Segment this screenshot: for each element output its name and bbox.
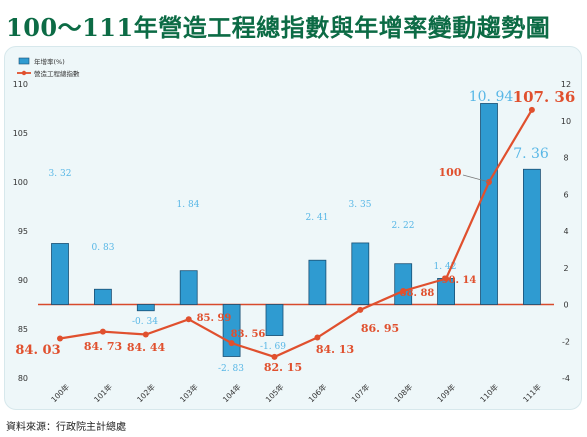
x-axis-tick: 106年 [306, 381, 329, 404]
x-axis-tick: 104年 [220, 381, 243, 404]
legend-line-label: 營造工程總指數 [34, 69, 80, 78]
bar-value-label: 7. 36 [513, 146, 549, 162]
bar-growth-rate [179, 270, 198, 305]
x-axis-tick: 101年 [92, 381, 115, 404]
legend-bar-swatch [18, 57, 30, 65]
bar-value-label: 3. 35 [349, 200, 372, 210]
x-axis-tick: 110年 [478, 381, 501, 404]
bar-growth-rate [523, 168, 541, 305]
bar-value-label: -1. 69 [260, 342, 286, 352]
bar-value-label: 1. 42 [434, 262, 457, 272]
x-axis-tick: 102年 [134, 381, 157, 404]
bar-value-label: 1. 84 [177, 200, 200, 210]
bar-growth-rate [51, 243, 69, 305]
bar-growth-rate [308, 259, 327, 305]
chart-title: 100～111年營造工程總指數與年增率變動趨勢圖 [6, 13, 551, 42]
bar-growth-rate [265, 304, 284, 336]
line-value-label: 85. 99 [197, 313, 232, 324]
right-axis-tick: 4 [563, 227, 568, 236]
line-value-label: 82. 15 [264, 361, 302, 374]
index-point [400, 287, 407, 294]
right-axis-tick: 0 [563, 301, 568, 310]
bar-growth-rate [394, 263, 413, 305]
bar-growth-rate [351, 242, 370, 305]
right-axis-tick: 10 [561, 117, 571, 126]
x-axis-tick: 107年 [349, 381, 372, 404]
bar-value-label: -0. 34 [132, 317, 158, 327]
x-axis-tick: 100年 [49, 381, 72, 404]
index-point [99, 328, 106, 335]
legend-line-marker [21, 70, 27, 76]
bar-value-label: 3. 32 [49, 169, 72, 179]
index-point [142, 331, 149, 338]
right-axis-tick: 6 [563, 190, 568, 199]
line-value-label: 100 [439, 166, 462, 179]
index-line [59, 109, 533, 359]
line-value-label: 90. 14 [442, 275, 477, 286]
x-axis-tick: 109年 [435, 381, 458, 404]
left-axis-tick: 105 [13, 129, 28, 138]
line-value-label: 84. 44 [127, 341, 166, 354]
bar-value-label: 2. 41 [306, 213, 329, 223]
line-value-label: 84. 03 [15, 343, 60, 358]
line-value-label: 84. 73 [84, 340, 122, 353]
index-point [357, 306, 364, 313]
x-axis-tick: 103年 [177, 381, 200, 404]
index-point [528, 106, 535, 113]
left-axis-tick: 85 [18, 325, 28, 334]
line-value-label: 88. 88 [400, 288, 435, 299]
left-axis-tick: 80 [18, 374, 28, 383]
bar-growth-rate [136, 304, 155, 312]
bar-growth-rate [94, 288, 112, 305]
left-axis-tick: 95 [18, 227, 28, 236]
source-note: 資料來源：行政院主計總處 [6, 422, 126, 433]
line-value-label: 84. 13 [316, 343, 354, 356]
right-axis-tick: 8 [563, 154, 568, 163]
right-axis-tick: 2 [563, 264, 568, 273]
right-axis-tick: -4 [562, 374, 570, 383]
left-axis-tick: 100 [13, 178, 28, 187]
line-value-label: 83. 56 [231, 329, 266, 340]
index-point [185, 316, 192, 323]
right-axis-tick: -2 [562, 337, 570, 346]
bar-value-label: -2. 83 [218, 364, 244, 374]
label-leader [462, 174, 490, 183]
bar-growth-rate [480, 103, 498, 305]
index-point [57, 335, 63, 342]
left-axis-tick: 90 [18, 276, 28, 285]
x-axis-tick: 111年 [521, 381, 544, 404]
index-point [271, 353, 278, 360]
bar-value-label: 10. 94 [469, 89, 514, 105]
index-point [314, 334, 321, 341]
x-axis-tick: 105年 [263, 381, 286, 404]
legend-bar-label: 年增率(%) [34, 57, 65, 66]
x-axis-tick: 108年 [392, 381, 415, 404]
index-point [443, 275, 450, 282]
line-value-label: 86. 95 [361, 322, 399, 335]
bar-value-label: 0. 83 [92, 243, 115, 253]
index-point [228, 340, 235, 347]
right-axis-tick: 12 [561, 80, 571, 89]
bar-value-label: 2. 22 [392, 221, 415, 231]
line-value-label: 107. 36 [513, 88, 576, 106]
left-axis-tick: 110 [13, 80, 28, 89]
